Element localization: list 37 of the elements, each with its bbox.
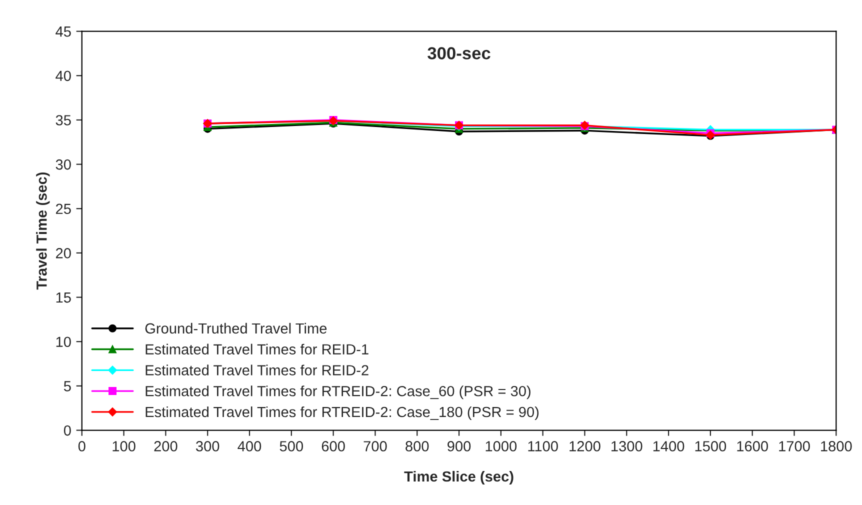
y-tick-label: 20 — [56, 248, 71, 258]
x-tick-label: 1400 — [653, 441, 684, 452]
x-tick-label: 1600 — [737, 441, 768, 452]
x-tick-label: 300 — [196, 441, 220, 452]
x-tick-label: 600 — [322, 441, 345, 452]
y-tick-label: 30 — [56, 159, 71, 170]
x-tick-label: 100 — [112, 441, 136, 452]
x-axis-title: Time Slice (sec) — [404, 470, 514, 485]
x-tick-label: 0 — [78, 441, 86, 452]
x-tick-label: 900 — [448, 441, 471, 452]
y-tick-label: 10 — [56, 336, 71, 348]
x-tick-label: 700 — [364, 441, 387, 452]
legend-label: Estimated Travel Times for REID-1 — [146, 344, 368, 355]
x-tick-label: 1200 — [570, 441, 600, 452]
x-tick-label: 500 — [280, 441, 303, 452]
y-tick-label: 15 — [56, 292, 71, 303]
x-tick-label: 1500 — [695, 441, 726, 452]
y-tick-label: 45 — [56, 26, 71, 37]
y-tick-label: 35 — [56, 115, 71, 126]
text: 300-sec — [428, 47, 490, 60]
y-tick-label: 40 — [56, 70, 71, 82]
x-tick-label: 1300 — [612, 441, 642, 452]
x-tick-label: 1100 — [528, 441, 558, 452]
x-tick-label: 1000 — [486, 441, 517, 452]
legend-label: Estimated Travel Times for REID-2 — [146, 364, 368, 376]
legend-label: Estimated Travel Times for RTREID-2: Case_180 (PSR = 90) — [146, 406, 539, 420]
x-tick-label: 400 — [238, 441, 262, 452]
x-tick-label: 1800 — [821, 441, 852, 452]
y-tick-label: 25 — [56, 204, 71, 214]
y-tick-label: 0 — [64, 425, 71, 436]
y-axis-title: Travel Time (sec) — [36, 172, 50, 290]
x-tick-label: 1700 — [779, 441, 810, 452]
legend-label: Estimated Travel Times for RTREID-2: Case_60 (PSR = 30) — [146, 386, 530, 400]
legend-label: Ground-Truthed Travel Time — [145, 322, 327, 334]
x-tick-label: 800 — [406, 441, 429, 452]
x-tick-label: 200 — [154, 441, 178, 452]
y-tick-label: 5 — [64, 381, 71, 392]
